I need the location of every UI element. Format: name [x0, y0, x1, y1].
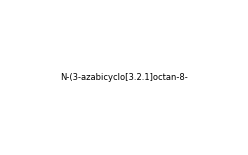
Text: N-(3-azabicyclo[3.2.1]octan-8-: N-(3-azabicyclo[3.2.1]octan-8- — [60, 73, 188, 82]
